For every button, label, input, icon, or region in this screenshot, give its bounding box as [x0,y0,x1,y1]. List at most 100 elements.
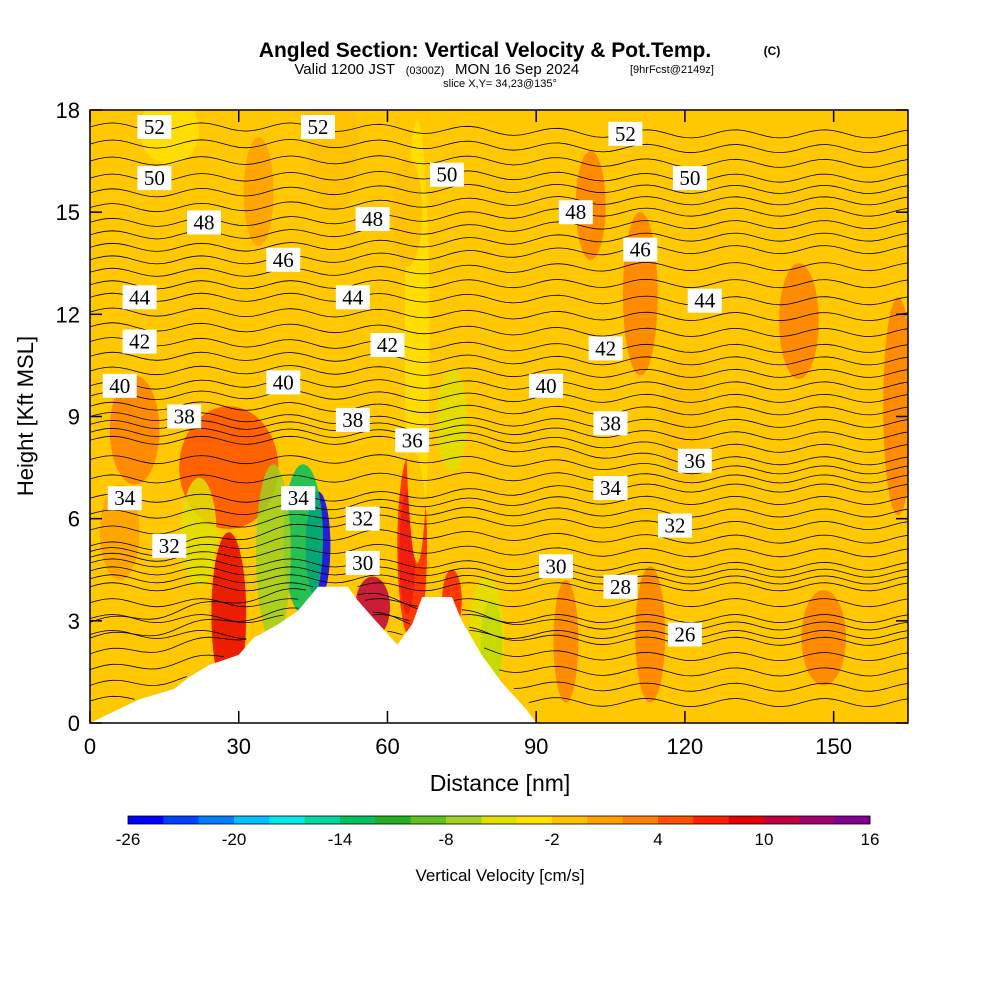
isentrope-minor [90,196,908,213]
isentrope-minor [90,390,908,403]
svg-text:42: 42 [129,330,150,354]
colorbar-swatch [163,816,200,824]
velocity-cell [392,157,423,267]
isentrope-minor [90,183,908,198]
y-axis-label: Height [Kft MSL] [13,336,38,496]
velocity-cell [779,263,819,379]
x-tick-label: 0 [84,734,96,759]
svg-text:52: 52 [144,115,165,139]
isentrope-minor [90,419,908,441]
velocity-cell [801,590,846,686]
y-tick-label: 0 [68,711,80,736]
isentrope-minor [90,365,908,378]
isentrope-label: 40 [102,373,137,398]
svg-text:48: 48 [194,210,215,234]
colorbar-swatch [799,816,836,824]
isentrope-label: 34 [281,486,316,511]
svg-text:50: 50 [144,166,165,190]
colorbar-swatch [234,816,270,824]
y-tick-label: 3 [68,609,80,634]
isentrope-label: 50 [672,166,707,191]
isentrope-minor [90,278,908,290]
isentrope-label: 34 [107,486,142,511]
isentrope-label: 38 [335,407,370,432]
svg-text:50: 50 [679,166,700,190]
colorbar-swatch [446,816,482,824]
isentrope-minor [90,220,908,240]
svg-text:32: 32 [665,514,686,538]
isentrope-minor [90,322,908,337]
velocity-cell [635,566,666,703]
isentrope-44 [90,292,908,306]
svg-text:48: 48 [362,207,383,231]
y-tick-label: 18 [56,98,80,123]
isentrope-minor [90,472,908,484]
isentrope-label: 38 [593,411,628,436]
isentrope-label: 48 [187,210,221,235]
isentrope-label: 46 [623,237,658,262]
svg-text:38: 38 [342,408,363,432]
colorbar-swatch [128,816,164,824]
svg-text:52: 52 [615,122,636,146]
velocity-cell [883,297,908,516]
svg-text:52: 52 [308,115,329,139]
svg-text:44: 44 [129,285,151,309]
colorbar-swatch [269,816,306,824]
isentrope-label: 42 [588,336,623,361]
isentrope-label: 36 [677,448,712,473]
isentrope-minor [90,307,908,322]
svg-text:42: 42 [595,336,616,360]
isentrope-32 [90,514,908,551]
isentrope-label: 52 [608,121,643,146]
svg-text:44: 44 [342,285,364,309]
colorbar: -26 -20 -14 -8 -2 4 10 16 [116,815,880,849]
terrain [90,586,908,723]
colorbar-swatch [410,816,447,824]
svg-text:30: 30 [352,551,373,575]
isentrope-label: 32 [152,533,187,558]
isentrope-30 [90,558,908,571]
x-axis-label: Distance [nm] [430,770,571,796]
chart-title: Angled Section: Vertical Velocity & Pot.… [259,39,711,62]
velocity-cell [553,580,579,703]
isentrope-label: 50 [137,166,172,191]
isentrope-minor [90,529,908,557]
isentrope-48 [90,207,908,227]
isentrope-label: 26 [667,622,702,647]
svg-text:26: 26 [674,623,695,647]
isentrope-low [90,695,908,708]
isentrope-label: 48 [558,200,593,225]
velocity-cell [243,137,274,247]
isentrope-label: 40 [266,370,301,395]
svg-text:40: 40 [109,374,130,398]
colorbar-tick-label: -20 [222,830,247,849]
svg-text:46: 46 [630,238,651,262]
colorbar-swatch [834,816,871,824]
isentrope-low [90,654,908,677]
colorbar-swatch [340,816,376,824]
x-tick-label: 90 [524,734,548,759]
isentrope-minor [90,495,908,519]
colorbar-swatch [587,816,624,824]
x-tick-label: 60 [375,734,399,759]
svg-text:44: 44 [694,289,716,313]
isentrope-label: 42 [122,329,157,354]
slice-label: slice X,Y= 34,23@135° [443,78,557,90]
isentrope-46 [90,245,908,265]
isentrope-minor [90,506,908,535]
svg-text:42: 42 [377,333,398,357]
subtitle-prefix: Valid 1200 JST [294,61,395,78]
isentrope-minor [90,401,908,416]
svg-text:40: 40 [273,370,294,394]
colorbar-swatch [304,816,341,824]
colorbar-swatch [764,816,800,824]
isentrope-label: 44 [122,285,157,310]
colorbar-tick-label: -2 [544,830,559,849]
colorbar-tick-label: 16 [861,830,880,849]
colorbar-tick-label: -8 [438,830,453,849]
colorbar-swatch [552,816,588,824]
isentrope-50 [90,170,908,183]
colorbar-frame [127,815,871,825]
